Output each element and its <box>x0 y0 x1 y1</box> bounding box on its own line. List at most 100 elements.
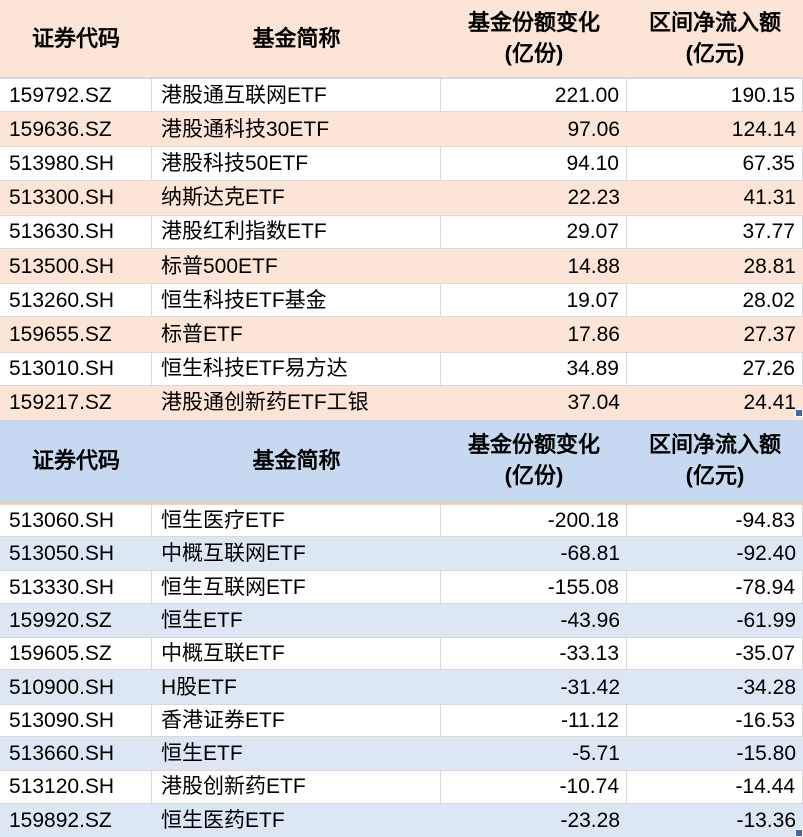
table-row: 513260.SH 恒生科技ETF基金 19.07 28.02 <box>0 283 803 318</box>
cell-net-flow[interactable]: 41.31 <box>743 186 796 210</box>
outflow-table: 证券代码 基金简称 基金份额变化 (亿份) 区间净流入额 (亿元) 513060… <box>0 419 803 837</box>
cell-fund-code[interactable]: 513630.SH <box>0 215 152 248</box>
cell-fund-code[interactable]: 159605.SZ <box>0 638 152 670</box>
cell-fund-code[interactable]: 513050.SH <box>9 542 115 566</box>
cell-fund-name[interactable]: 中概互联网ETF <box>161 542 306 566</box>
inflow-header-row: 证券代码 基金简称 基金份额变化 (亿份) 区间净流入额 (亿元) <box>0 0 803 78</box>
col-header-share-change-unit: (亿份) <box>504 463 564 489</box>
cell-net-flow[interactable]: -61.99 <box>736 608 796 632</box>
cell-net-flow[interactable]: 190.15 <box>627 79 803 112</box>
cell-share-change[interactable]: -33.13 <box>441 638 627 670</box>
cell-fund-name[interactable]: 恒生科技ETF基金 <box>152 284 441 317</box>
cell-share-change[interactable]: 29.07 <box>441 215 627 248</box>
cell-fund-code[interactable]: 159655.SZ <box>9 322 112 346</box>
cell-fund-code[interactable]: 513120.SH <box>0 771 152 803</box>
cell-net-flow[interactable]: -35.07 <box>627 638 803 670</box>
cell-fund-name[interactable]: 恒生医药ETF <box>161 808 285 832</box>
cell-share-change[interactable]: 19.07 <box>441 284 627 317</box>
cell-share-change[interactable]: -23.28 <box>560 808 620 832</box>
cell-net-flow[interactable]: 24.41 <box>743 391 796 415</box>
cell-share-change[interactable]: -31.42 <box>560 675 620 699</box>
table-row: 513980.SH 港股科技50ETF 94.10 67.35 <box>0 146 803 181</box>
cell-net-flow[interactable]: 67.35 <box>627 147 803 180</box>
cell-net-flow[interactable]: -14.44 <box>627 771 803 803</box>
table-row: 159920.SZ 恒生ETF -43.96 -61.99 <box>0 603 803 638</box>
cell-fund-name[interactable]: 标普500ETF <box>161 254 278 278</box>
cell-fund-name[interactable]: 香港证券ETF <box>152 704 441 736</box>
table-row: 513120.SH 港股创新药ETF -10.74 -14.44 <box>0 770 803 804</box>
cell-net-flow[interactable]: -15.80 <box>736 742 796 766</box>
col-header-net-flow: 区间净流入额 (亿元) <box>627 0 803 77</box>
cell-fund-name[interactable]: 港股通科技30ETF <box>161 117 330 141</box>
cell-fund-code[interactable]: 513090.SH <box>0 704 152 736</box>
cell-share-change[interactable]: 94.10 <box>441 147 627 180</box>
cell-share-change[interactable]: -43.96 <box>560 608 620 632</box>
cell-fund-code[interactable]: 159217.SZ <box>9 391 112 415</box>
cell-fund-code[interactable]: 513500.SH <box>9 254 115 278</box>
table-row: 513010.SH 恒生科技ETF易方达 34.89 27.26 <box>0 351 803 386</box>
cell-fund-name[interactable]: 恒生ETF <box>161 742 243 766</box>
cell-share-change[interactable]: 22.23 <box>567 186 620 210</box>
cell-fund-name[interactable]: 恒生互联网ETF <box>152 571 441 603</box>
cell-share-change[interactable]: 37.04 <box>567 391 620 415</box>
cell-fund-code[interactable]: 159636.SZ <box>9 117 112 141</box>
cell-net-flow[interactable]: 124.14 <box>731 117 796 141</box>
cell-fund-code[interactable]: 159792.SZ <box>0 79 152 112</box>
fill-handle[interactable] <box>795 409 803 417</box>
cell-fund-code[interactable]: 513660.SH <box>9 742 115 766</box>
cell-fund-code[interactable]: 513300.SH <box>9 186 115 210</box>
cell-fund-code[interactable]: 513260.SH <box>0 284 152 317</box>
cell-net-flow[interactable]: 28.02 <box>627 284 803 317</box>
table-row: 159892.SZ 恒生医药ETF -23.28 -13.36 <box>0 803 803 837</box>
fill-handle[interactable] <box>795 829 803 837</box>
cell-share-change[interactable]: 34.89 <box>441 352 627 385</box>
table-row: 159217.SZ 港股通创新药ETF工银 37.04 24.41 <box>0 385 803 420</box>
cell-fund-name[interactable]: 恒生ETF <box>161 608 243 632</box>
cell-fund-name[interactable]: 港股科技50ETF <box>152 147 441 180</box>
cell-share-change[interactable]: 221.00 <box>441 79 627 112</box>
table-row: 513050.SH 中概互联网ETF -68.81 -92.40 <box>0 537 803 571</box>
cell-share-change[interactable]: -11.12 <box>441 704 627 736</box>
cell-share-change[interactable]: 97.06 <box>567 117 620 141</box>
cell-fund-name[interactable]: 港股红利指数ETF <box>152 215 441 248</box>
cell-share-change[interactable]: -10.74 <box>441 771 627 803</box>
cell-fund-name[interactable]: 恒生医疗ETF <box>152 504 441 537</box>
cell-net-flow[interactable]: 37.77 <box>627 215 803 248</box>
cell-fund-code[interactable]: 159920.SZ <box>9 608 112 632</box>
cell-fund-name[interactable]: 港股创新药ETF <box>152 771 441 803</box>
cell-fund-name[interactable]: 恒生科技ETF易方达 <box>152 352 441 385</box>
cell-net-flow[interactable]: -16.53 <box>627 704 803 736</box>
cell-fund-name[interactable]: 中概互联ETF <box>152 638 441 670</box>
cell-net-flow[interactable]: -78.94 <box>627 571 803 603</box>
col-header-net-flow-unit: (亿元) <box>685 41 745 66</box>
cell-fund-name[interactable]: 港股通创新药ETF工银 <box>161 391 369 415</box>
table-row: 159655.SZ 标普ETF 17.86 27.37 <box>0 317 803 352</box>
cell-fund-name[interactable]: H股ETF <box>161 675 237 699</box>
cell-net-flow[interactable]: 27.26 <box>627 352 803 385</box>
cell-fund-code[interactable]: 159892.SZ <box>9 808 112 832</box>
col-header-net-flow-title: 区间净流入额 <box>648 432 781 458</box>
cell-fund-name[interactable]: 港股通互联网ETF <box>152 79 441 112</box>
cell-net-flow[interactable]: -92.40 <box>736 542 796 566</box>
cell-fund-name[interactable]: 标普ETF <box>161 322 243 346</box>
cell-share-change[interactable]: -68.81 <box>560 542 620 566</box>
cell-net-flow[interactable]: 27.37 <box>743 322 796 346</box>
cell-share-change[interactable]: -200.18 <box>441 504 627 537</box>
cell-share-change[interactable]: -5.71 <box>572 742 620 766</box>
cell-fund-code[interactable]: 513330.SH <box>0 571 152 603</box>
cell-fund-code[interactable]: 510900.SH <box>9 675 115 699</box>
cell-fund-code[interactable]: 513980.SH <box>0 147 152 180</box>
cell-net-flow[interactable]: -94.83 <box>627 504 803 537</box>
cell-share-change[interactable]: 17.86 <box>567 322 620 346</box>
cell-net-flow[interactable]: 28.81 <box>743 254 796 278</box>
cell-fund-code[interactable]: 513060.SH <box>0 504 152 537</box>
col-header-code: 证券代码 <box>31 447 120 473</box>
col-header-share-change-unit: (亿份) <box>504 41 564 66</box>
cell-share-change[interactable]: -155.08 <box>441 571 627 603</box>
cell-net-flow[interactable]: -13.36 <box>736 808 796 832</box>
cell-fund-name[interactable]: 纳斯达克ETF <box>161 186 285 210</box>
cell-net-flow[interactable]: -34.28 <box>736 675 796 699</box>
cell-share-change[interactable]: 14.88 <box>567 254 620 278</box>
cell-fund-code[interactable]: 513010.SH <box>0 352 152 385</box>
